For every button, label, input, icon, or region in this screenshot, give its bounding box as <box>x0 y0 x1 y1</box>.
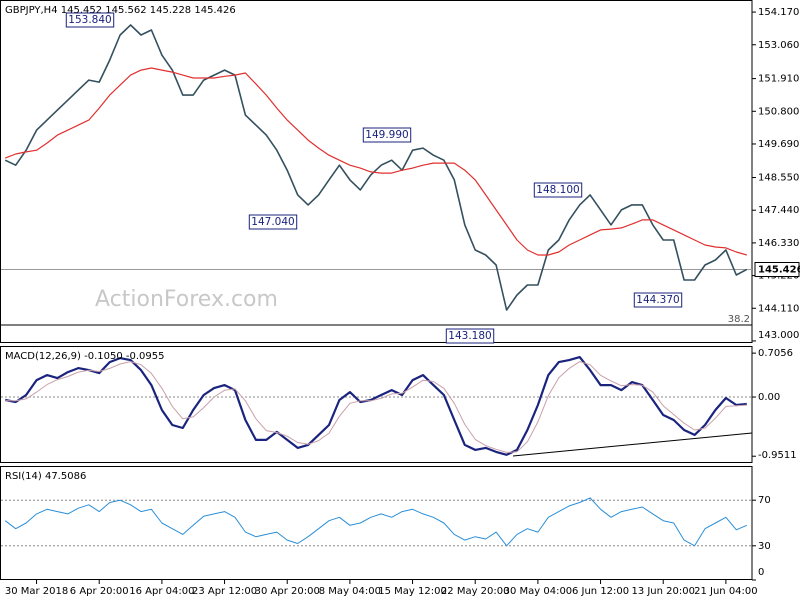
y-tick-label: 147.440 <box>758 205 799 216</box>
y-tick-label: -0.9511 <box>758 450 797 461</box>
panel-border <box>0 346 753 463</box>
annotation-box <box>445 328 495 344</box>
annotation-box <box>248 214 298 230</box>
panel-title: MACD(12,26,9) -0.1050 -0.0955 <box>5 351 165 362</box>
annotation: 147.040 <box>248 214 298 230</box>
annotation: 153.840 <box>65 12 115 28</box>
series-line <box>4 356 747 456</box>
panel-border <box>0 0 753 343</box>
y-tick-label: 153.060 <box>758 40 799 51</box>
annotation-label: 153.840 <box>68 14 111 26</box>
x-tick-label: 16 Apr 04:00 <box>129 586 194 597</box>
annotation: 149.990 <box>362 127 412 143</box>
annotation-box <box>362 127 412 143</box>
y-tick-label: 144.110 <box>758 303 799 314</box>
fib-label: 38.2 <box>728 314 750 325</box>
y-tick-label: 70 <box>758 495 771 506</box>
annotation-label: 143.180 <box>448 330 491 342</box>
y-tick-label: 0.00 <box>758 392 780 403</box>
last-price-box <box>754 262 800 278</box>
series-line <box>5 361 747 453</box>
x-tick-label: 13 Jun 20:00 <box>631 586 695 597</box>
macd-trendline <box>512 432 753 457</box>
x-tick-label: 8 May 04:00 <box>319 586 381 597</box>
annotation: 148.100 <box>533 182 583 198</box>
x-tick-label: 6 Jun 12:00 <box>572 586 629 597</box>
x-tick-label: 21 Jun 04:00 <box>694 586 758 597</box>
panel-title: GBPJPY,H4 145.452 145.562 145.228 145.42… <box>5 5 236 16</box>
annotation-label: 147.040 <box>251 216 294 228</box>
x-tick-label: 30 Apr 20:00 <box>255 586 320 597</box>
annotation-label: 148.100 <box>536 184 579 196</box>
y-tick-label: 150.800 <box>758 106 799 117</box>
series-line <box>4 67 747 256</box>
x-tick-label: 30 Mar 2018 <box>5 586 68 597</box>
x-tick-label: 6 Apr 20:00 <box>70 586 129 597</box>
series-line <box>4 497 747 547</box>
panel-title: RSI(14) 47.5086 <box>5 471 86 482</box>
y-tick-label: 143.000 <box>758 330 799 341</box>
watermark: ActionForex.com <box>95 287 278 312</box>
annotation: 143.180 <box>445 328 495 344</box>
annotation-box <box>65 12 115 28</box>
annotation-box <box>533 182 583 198</box>
annotation-label: 144.370 <box>636 294 679 306</box>
series-line <box>4 24 748 311</box>
y-tick-label: 154.170 <box>758 7 799 18</box>
annotation: 144.370 <box>633 292 683 308</box>
y-tick-label: 146.330 <box>758 238 799 249</box>
x-tick-label: 30 May 04:00 <box>504 586 573 597</box>
last-price-label: 145.426 <box>758 265 800 276</box>
panel-border <box>0 466 753 580</box>
y-tick-label: 0.7056 <box>758 348 793 359</box>
x-tick-label: 22 May 20:00 <box>441 586 510 597</box>
x-tick-label: 23 Apr 12:00 <box>192 586 257 597</box>
y-tick-label: 151.910 <box>758 74 799 85</box>
y-tick-label: 30 <box>758 541 771 552</box>
y-tick-label: 148.550 <box>758 173 799 184</box>
y-tick-label: 149.690 <box>758 139 799 150</box>
annotation-box <box>633 292 683 308</box>
y-tick-label: 0 <box>758 567 764 578</box>
annotation-label: 149.990 <box>365 129 408 141</box>
x-tick-label: 15 May 12:00 <box>378 586 447 597</box>
